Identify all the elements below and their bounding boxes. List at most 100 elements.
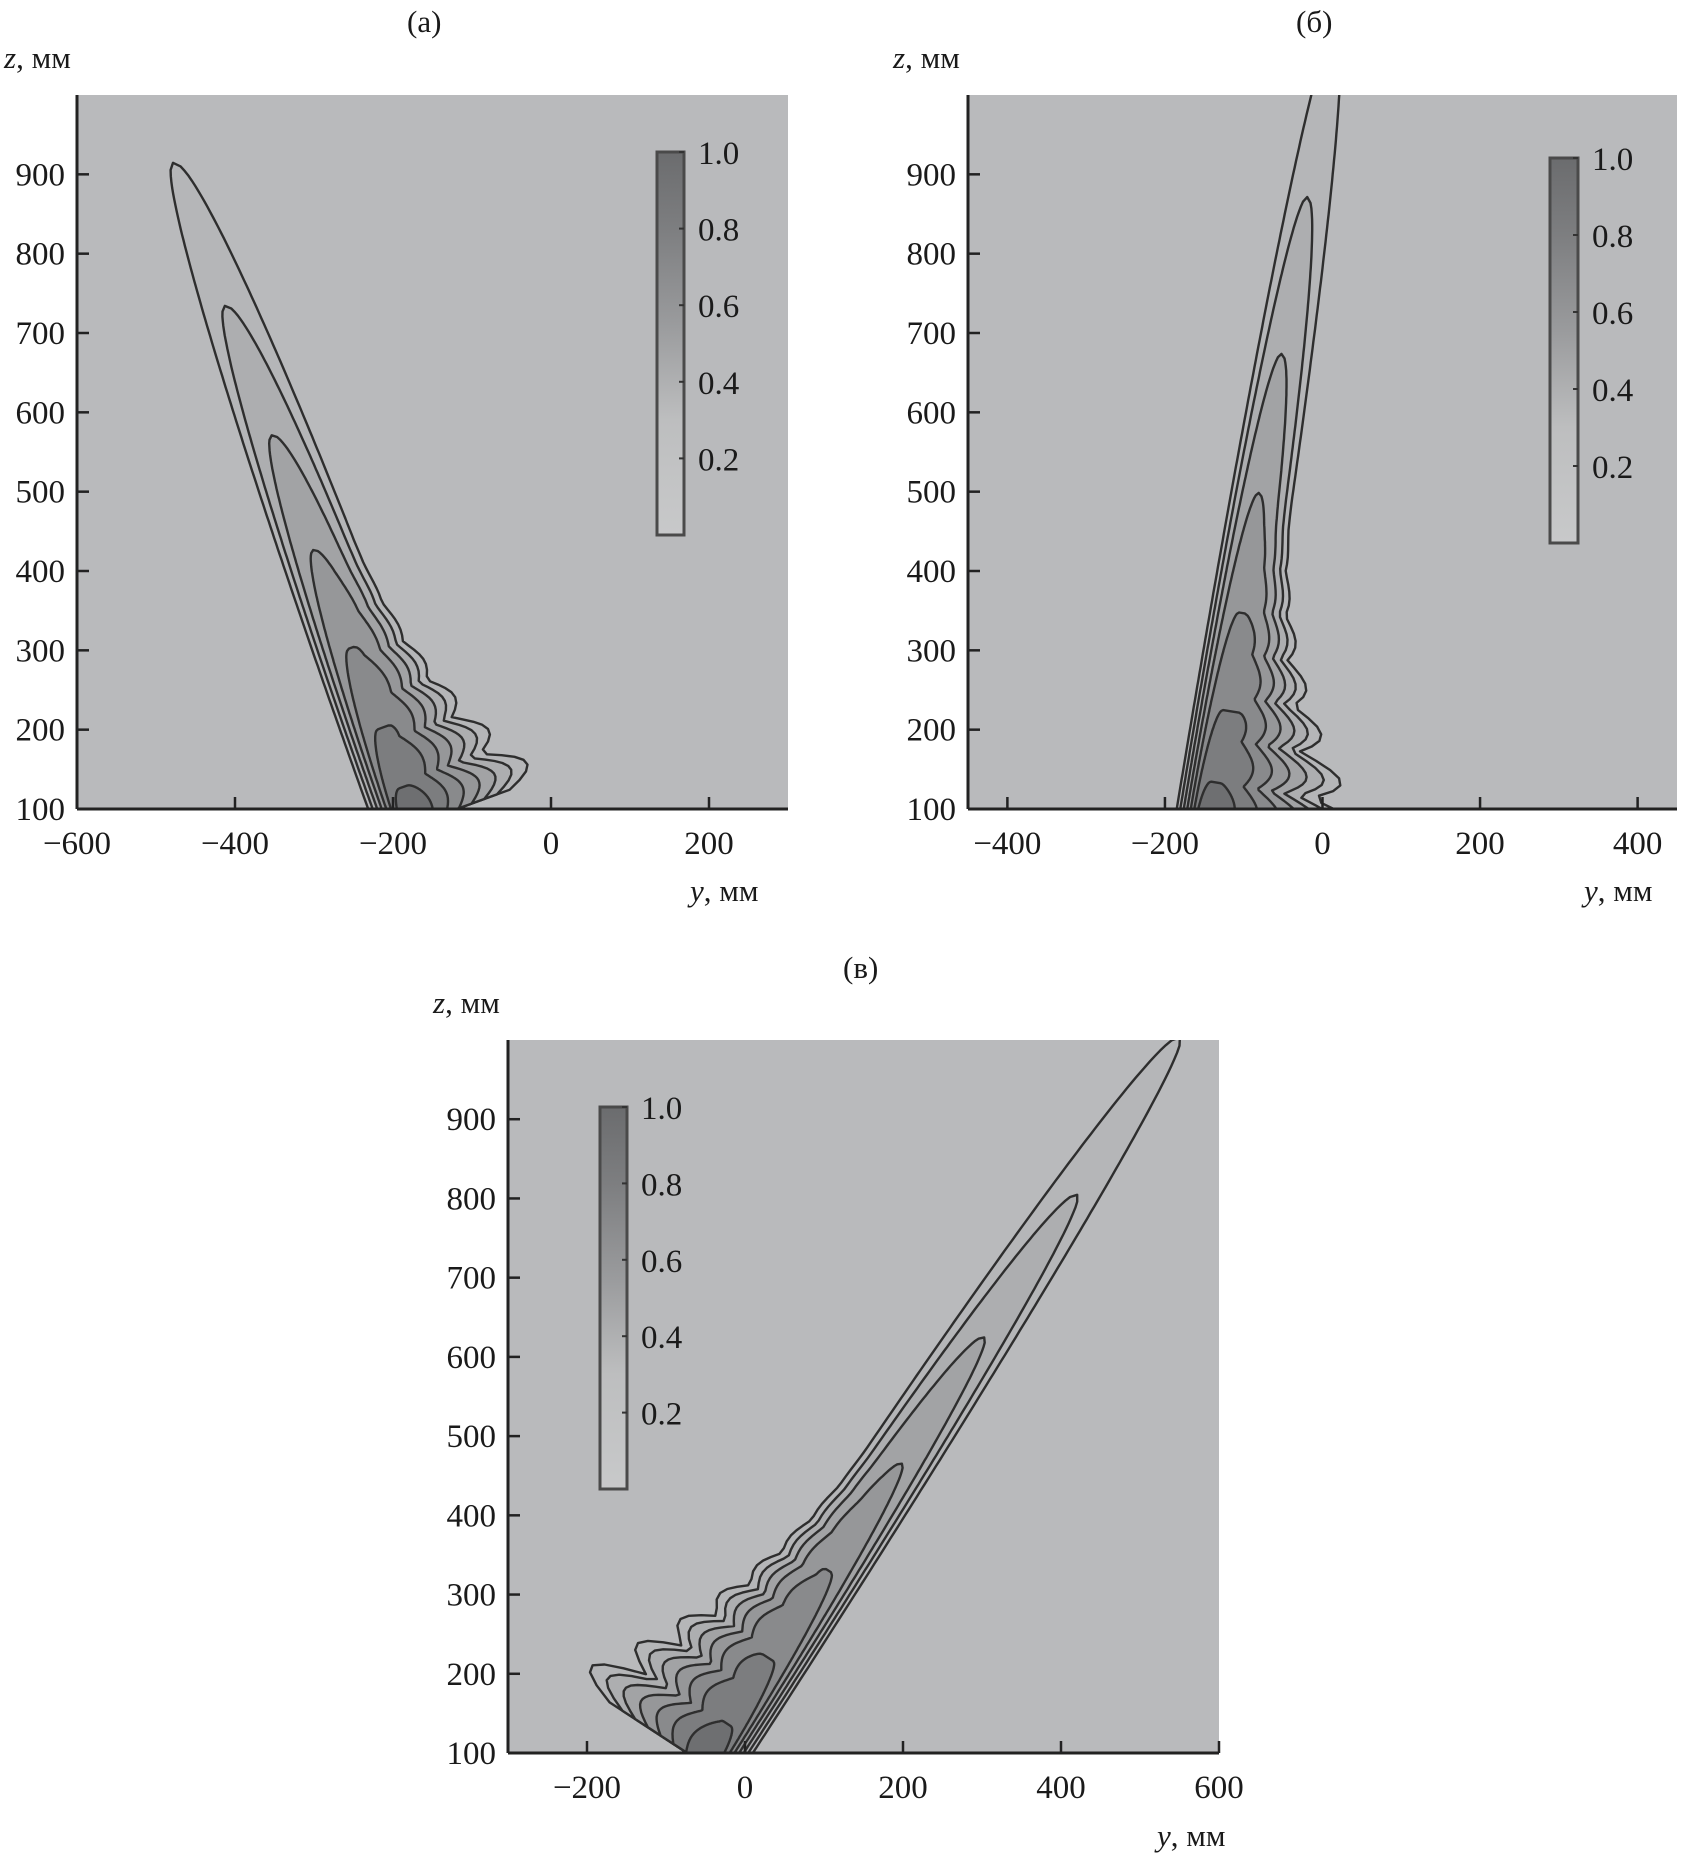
y-tick-label: 200 (907, 713, 957, 749)
contour-plot: −400 −200 0 200 400 100 200 300 400 500 600 700 800 9… (907, 95, 1677, 862)
colorbar (655, 150, 686, 537)
x-tick-label: −200 (553, 1770, 621, 1806)
y-tick-label: 400 (447, 1498, 497, 1534)
y-tick-label: 700 (907, 316, 957, 352)
x-tick-label: −400 (973, 826, 1041, 862)
x-axis-unit: , мм (1597, 873, 1653, 908)
x-tick-label: −400 (201, 826, 269, 862)
y-tick-label: 800 (447, 1181, 497, 1217)
colorbar-tick-label: 1.0 (698, 136, 739, 172)
contour-level-7 (684, 1719, 734, 1753)
contour-level-2 (605, 1193, 1079, 1753)
contour-level-6 (671, 1652, 776, 1753)
x-tick-label: 400 (1036, 1770, 1086, 1806)
x-axis-var: y (690, 873, 704, 908)
colorbar-tick-label: 0.8 (698, 213, 739, 249)
x-tick-label: 0 (1314, 826, 1331, 862)
panel-title: (a) (407, 4, 442, 39)
y-axis-unit: , мм (905, 40, 960, 75)
y-tick-label: 100 (16, 792, 66, 828)
panel-a: (a) z, мм y, мм −600 −400 −200 0 200 100 200 30… (0, 0, 844, 935)
contour-group (169, 161, 529, 809)
contour-level-6 (374, 724, 450, 809)
contour-level-2 (221, 304, 513, 809)
colorbar-tick-label: 0.2 (1592, 450, 1633, 486)
x-tick-label: 200 (878, 1770, 928, 1806)
colorbar-tick-label: 1.0 (1592, 142, 1633, 178)
x-tick-label: −200 (359, 826, 427, 862)
y-tick-label: 600 (447, 1340, 497, 1376)
colorbar-tick-label: 1.0 (641, 1091, 682, 1127)
y-tick-label: 500 (16, 475, 66, 511)
y-tick-label: 900 (16, 157, 66, 193)
x-tick-label: 400 (1613, 826, 1663, 862)
y-axis-label: z, мм (4, 40, 71, 76)
y-tick-label: 300 (16, 633, 66, 669)
x-axis-unit: , мм (703, 873, 759, 908)
colorbar-tick-label: 0.4 (641, 1320, 682, 1356)
panel-title: (б) (1296, 4, 1333, 39)
y-tick-label: 500 (447, 1419, 497, 1455)
y-tick-label: 300 (907, 633, 957, 669)
colorbar (598, 1105, 629, 1491)
y-tick-label: 400 (16, 554, 66, 590)
colorbar-tick-label: 0.4 (1592, 373, 1633, 409)
x-axis-label: y, мм (1157, 1818, 1226, 1854)
y-tick-label: 200 (447, 1657, 497, 1693)
contour-level-7 (394, 784, 434, 809)
colorbar-tick-label: 0.4 (698, 366, 739, 402)
x-tick-label: 600 (1194, 1770, 1244, 1806)
y-axis-var: z (893, 40, 906, 75)
contour-group (588, 1040, 1181, 1753)
y-tick-label: 700 (16, 316, 66, 352)
x-tick-label: −200 (1131, 826, 1199, 862)
x-axis-var: y (1157, 1818, 1171, 1853)
y-tick-label: 400 (907, 554, 957, 590)
colorbar-tick-label: 0.6 (698, 289, 739, 325)
x-axis-label: y, мм (1584, 873, 1653, 909)
y-tick-label: 500 (907, 475, 957, 511)
x-axis-var: y (1584, 873, 1598, 908)
x-tick-label: 0 (543, 826, 560, 862)
x-tick-label: −600 (43, 826, 111, 862)
y-tick-label: 800 (907, 237, 957, 273)
contour-level-3 (268, 434, 497, 809)
panel-b: (б) z, мм y, мм −400 −200 0 200 400 100 200 300… (844, 0, 1688, 935)
y-tick-label: 100 (447, 1736, 497, 1772)
y-axis-label: z, мм (893, 40, 960, 76)
y-axis-label: z, мм (433, 985, 500, 1021)
colorbar (1548, 156, 1580, 545)
y-axis-var: z (4, 40, 17, 75)
y-tick-label: 700 (447, 1261, 497, 1297)
y-tick-label: 300 (447, 1578, 497, 1614)
y-tick-label: 800 (16, 237, 66, 273)
colorbar-tick-label: 0.2 (641, 1397, 682, 1433)
y-axis-unit: , мм (16, 40, 71, 75)
contour-level-1 (169, 161, 529, 809)
colorbar-tick-label: 0.8 (1592, 219, 1633, 255)
contour-level-5 (345, 645, 465, 809)
colorbar-tick-label: 0.6 (641, 1244, 682, 1280)
y-tick-label: 900 (447, 1102, 497, 1138)
x-tick-label: 200 (1455, 826, 1505, 862)
panel-title: (в) (843, 950, 879, 985)
contour-group (1175, 95, 1342, 809)
y-tick-label: 900 (907, 157, 957, 193)
contour-plot: −600 −400 −200 0 200 100 200 300 400 500 600 700 800… (16, 95, 788, 862)
colorbar-tick-label: 0.2 (698, 442, 739, 478)
x-tick-label: 200 (684, 826, 734, 862)
colorbar-tick-label: 0.8 (641, 1167, 682, 1203)
y-axis-unit: , мм (445, 985, 500, 1020)
contour-level-4 (309, 548, 481, 809)
x-tick-label: 0 (737, 1770, 754, 1806)
x-axis-unit: , мм (1170, 1818, 1226, 1853)
y-tick-label: 200 (16, 713, 66, 749)
colorbar-tick-label: 0.6 (1592, 296, 1633, 332)
y-tick-label: 100 (907, 792, 957, 828)
y-axis-var: z (433, 985, 446, 1020)
y-tick-label: 600 (16, 395, 66, 431)
contour-level-1 (588, 1040, 1181, 1753)
x-axis-label: y, мм (690, 873, 759, 909)
